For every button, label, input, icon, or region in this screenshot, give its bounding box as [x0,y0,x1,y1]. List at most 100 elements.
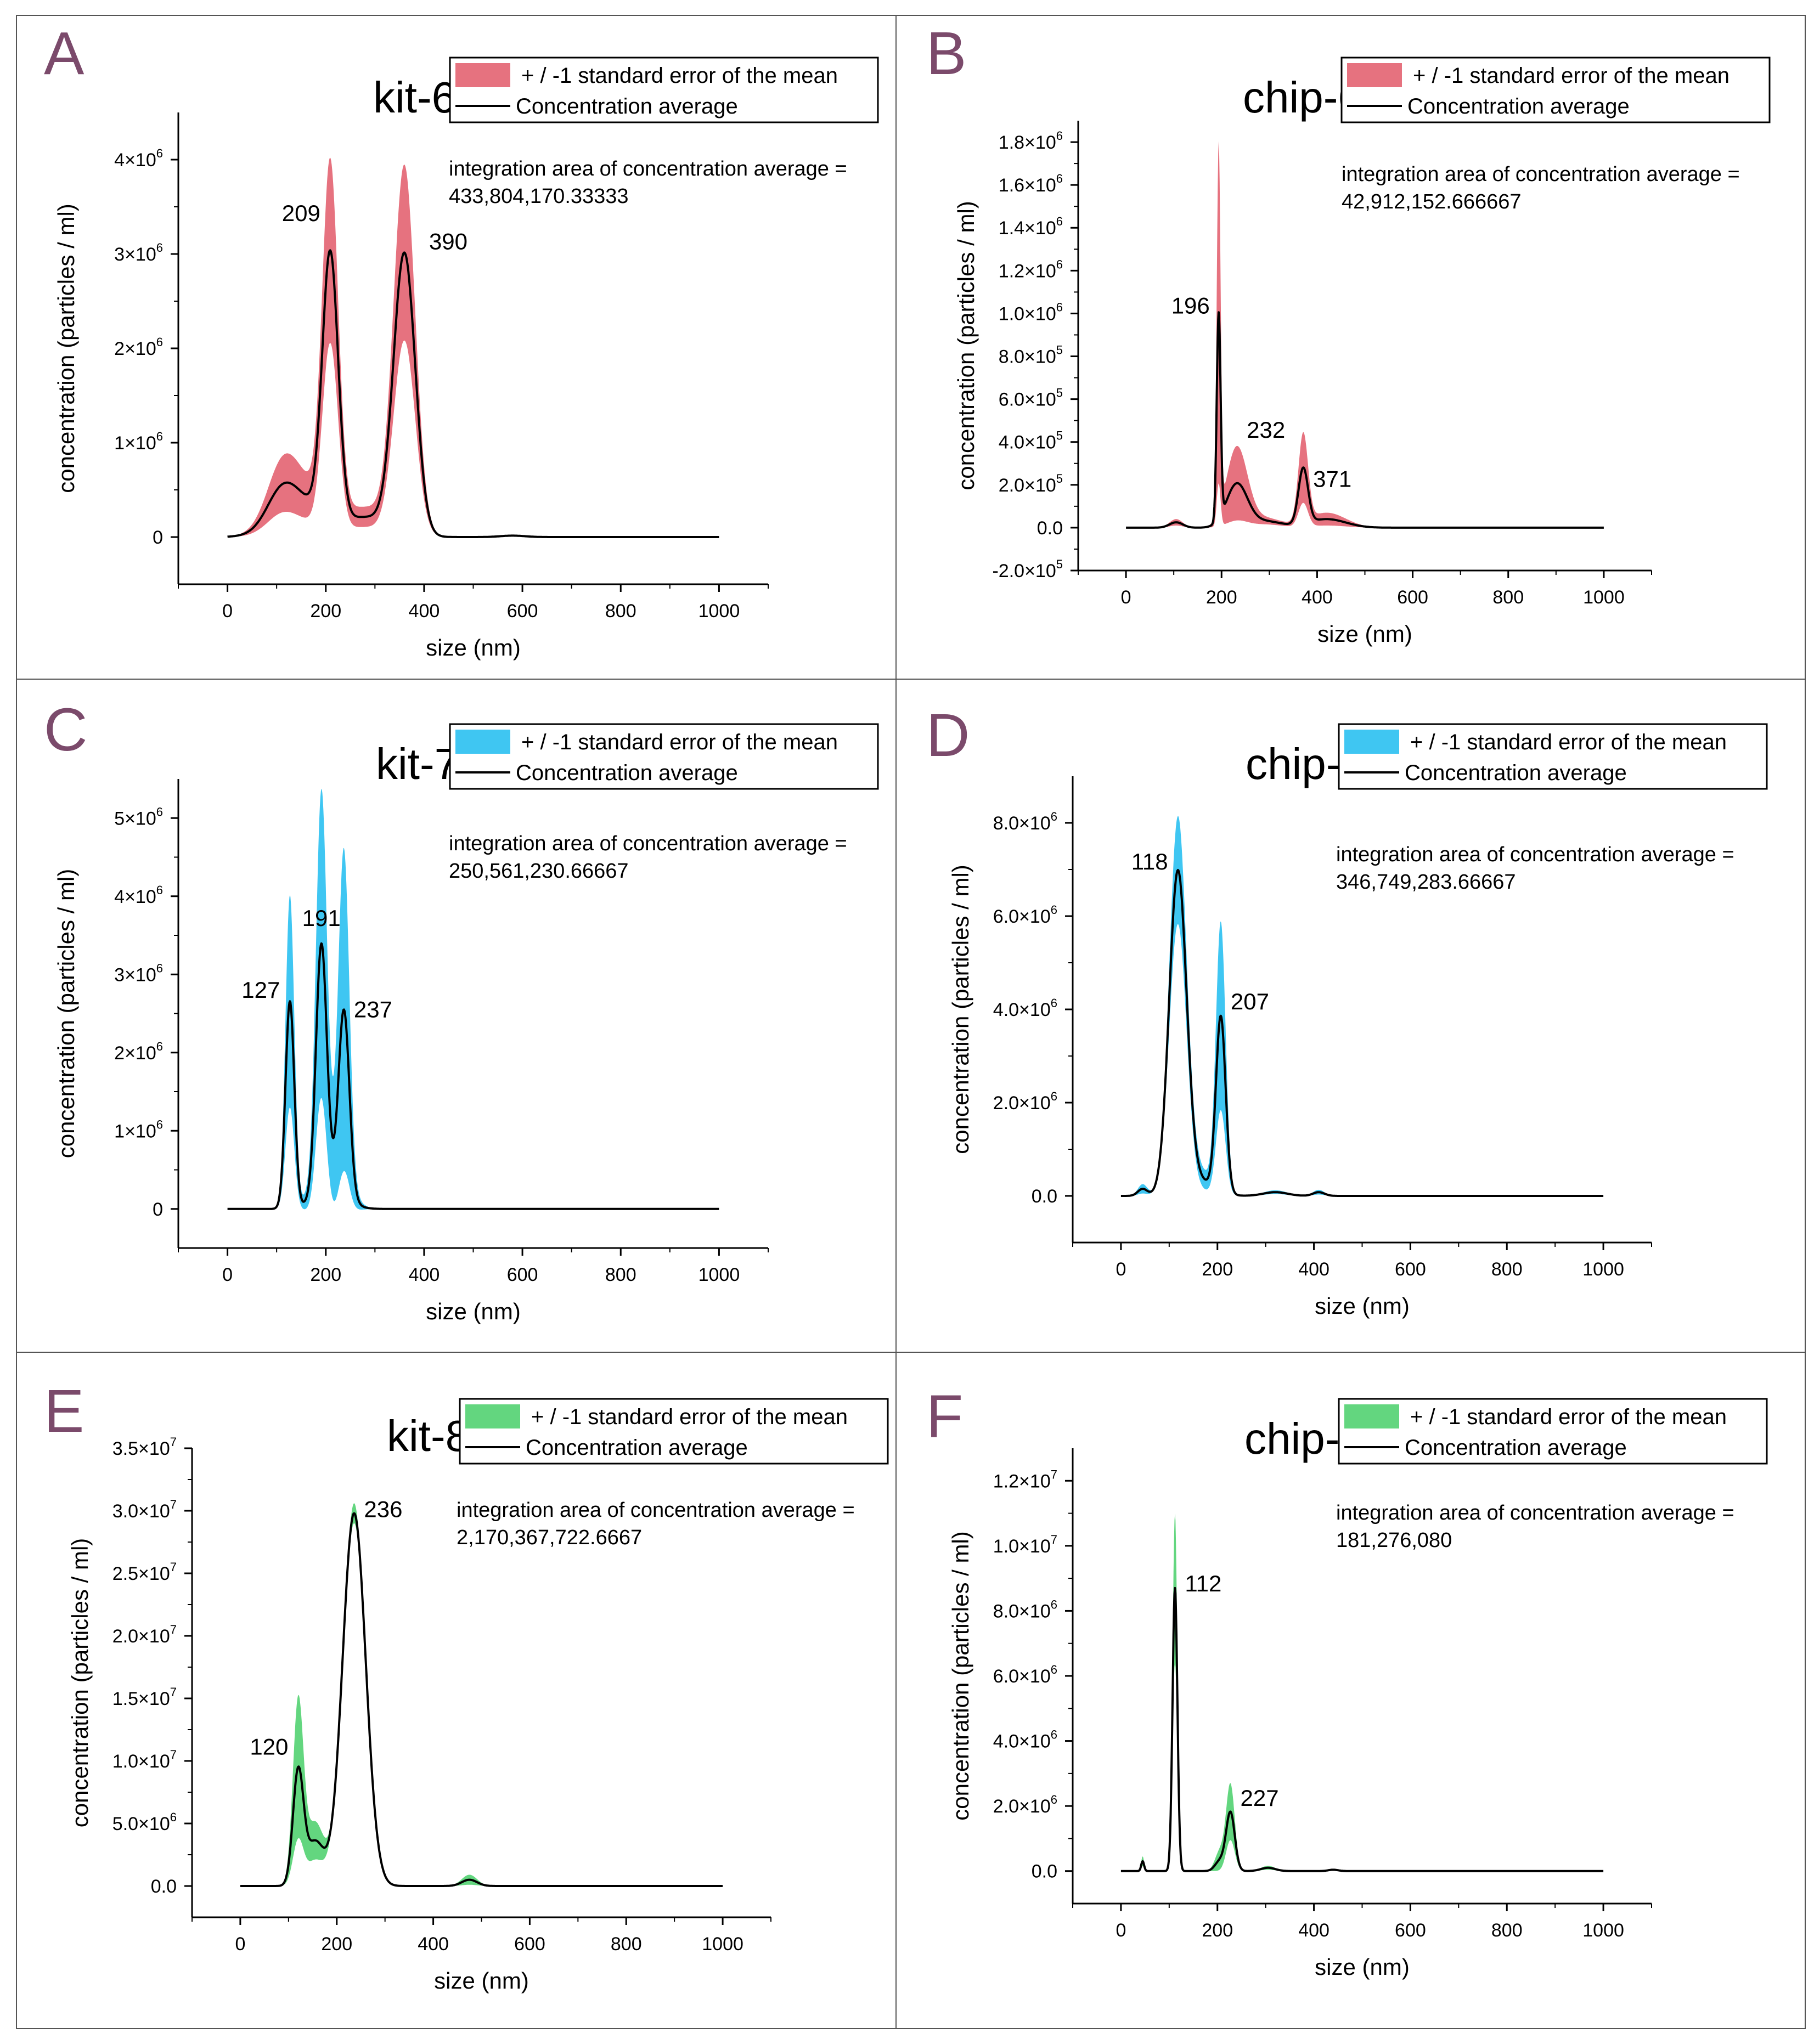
y-tick-label: 3.0×107 [112,1498,177,1522]
y-tick-label: 1.2×106 [999,257,1063,281]
x-tick-label: 200 [310,601,341,622]
legend: + / -1 standard error of the mean Concent… [1338,1398,1768,1465]
x-tick-label: 600 [507,601,538,622]
y-tick-mantissa: 3.0×10 [112,1501,170,1522]
x-tick-label: 600 [1397,587,1428,608]
y-tick-mantissa: 1×10 [114,1121,156,1142]
panel-A: A0 200 400 600 800 100001×1062×1063×1064×106s… [44,20,879,660]
y-axis-label: concentration (particles / ml) [53,204,79,493]
y-tick-exponent: 6 [156,335,163,349]
legend-swatch-band [1347,63,1402,87]
panel-letter: E [44,1377,84,1445]
x-tick-label: 400 [1298,1259,1329,1280]
x-tick-label: 400 [1302,587,1333,608]
panel-letter: F [926,1383,963,1450]
y-tick-mantissa: 2×10 [114,1043,156,1064]
y-tick-label: 1.0×107 [993,1533,1057,1557]
y-tick-mantissa: 2.5×10 [112,1563,170,1584]
chart-title: kit-8 [387,1411,470,1460]
y-tick-mantissa: 4.0×10 [993,1000,1051,1020]
peak-label: 196 [1171,292,1210,318]
y-tick-exponent: 7 [170,1498,177,1511]
concentration-average-line [239,1512,724,1887]
y-tick-label: 6.0×105 [999,386,1063,410]
legend: + / -1 standard error of the mean Concent… [449,57,879,123]
legend-label-band: + / -1 standard error of the mean [521,64,838,88]
concentration-average-line [227,249,720,538]
x-tick-label: 1000 [698,601,740,622]
peak-label: 118 [1131,849,1168,874]
figure-border [16,15,1806,2029]
legend-label-line: Concentration average [526,1436,748,1460]
y-tick-exponent: 7 [170,1560,177,1574]
y-tick-exponent: 6 [1051,903,1057,917]
legend-label-band: + / -1 standard error of the mean [521,730,838,754]
panel-C: C0 200 400 600 800 100001×1062×1063×1064×1065… [44,696,879,1324]
x-tick-label: 0 [1116,1259,1126,1280]
chart-title: kit-7 [376,739,459,788]
y-tick-mantissa: 1.8×10 [999,132,1056,153]
y-tick-exponent: 6 [170,1810,177,1824]
y-tick-label: 3.5×107 [112,1435,177,1459]
panel-grid-borders [16,15,1806,2029]
y-tick-mantissa: 6.0×10 [993,906,1051,927]
panel-letter: C [44,696,87,764]
legend-box [449,723,879,790]
integration-label: integration area of concentration averag… [457,1499,855,1522]
y-tick-exponent: 7 [1051,1467,1057,1481]
peak-label: 207 [1231,989,1269,1014]
legend-label-line: Concentration average [516,761,738,785]
peak-label: 127 [241,977,280,1003]
y-axis-label: concentration (particles / ml) [948,1531,973,1821]
legend-label-line: Concentration average [1405,761,1627,785]
chart-title: kit-6 [373,73,456,122]
y-tick-mantissa: 0.0 [1037,518,1063,539]
panel-B: B0 200 400 600 800 1000-2.0×1050.02.0×1054.0×… [926,20,1771,647]
peak-label: 209 [282,200,320,226]
panel-letter: B [926,20,966,87]
legend-label-line: Concentration average [516,94,738,118]
y-tick-exponent: 7 [170,1623,177,1636]
y-tick-label: 6.0×106 [993,903,1057,927]
y-tick-mantissa: 3.5×10 [112,1438,170,1459]
y-tick-label: 1.5×107 [112,1685,177,1709]
y-tick-mantissa: 1.2×10 [993,1471,1051,1492]
x-tick-label: 1000 [698,1264,740,1285]
y-tick-label: 5×106 [114,805,163,829]
y-tick-mantissa: 2.0×10 [993,1093,1051,1114]
x-tick-label: 0 [222,601,233,622]
y-tick-mantissa: 4.0×10 [993,1731,1051,1752]
y-tick-exponent: 6 [1051,996,1057,1010]
legend-label-line: Concentration average [1405,1436,1627,1460]
x-tick-label: 600 [514,1934,545,1955]
y-tick-label: 4.0×106 [993,1728,1057,1752]
x-axis-label: size (nm) [426,635,521,660]
y-tick-exponent: 5 [1056,429,1063,443]
concentration-average-line [1120,869,1604,1197]
y-tick-label: 2.0×107 [112,1623,177,1647]
legend-box [459,1398,889,1465]
y-tick-label: 1×106 [114,430,163,454]
y-tick-mantissa: 2.0×10 [993,1796,1051,1817]
peak-label: 371 [1313,466,1351,492]
y-tick-mantissa: 2.0×10 [999,475,1056,496]
y-tick-mantissa: 2×10 [114,338,156,359]
integration-label: integration area of concentration averag… [1342,163,1740,186]
y-tick-label: 2×106 [114,335,163,359]
legend-swatch-band [1344,1404,1399,1428]
x-tick-label: 800 [605,1264,636,1285]
y-tick-mantissa: 1×10 [114,433,156,454]
x-tick-label: 800 [1491,1920,1523,1941]
y-tick-label: 4×106 [114,146,163,171]
y-tick-label: 0.0 [1037,518,1063,539]
y-tick-mantissa: 1.6×10 [999,175,1056,196]
y-tick-mantissa: 3×10 [114,964,156,985]
y-tick-label: 3×106 [114,241,163,265]
y-tick-exponent: 6 [1051,1597,1057,1611]
legend-box [1338,1398,1768,1465]
y-tick-label: 8.0×105 [999,343,1063,368]
error-band-area [1120,816,1604,1196]
concentration-average-line [1125,311,1604,529]
y-tick-label: 6.0×106 [993,1663,1057,1687]
integration-value: 2,170,367,722.6667 [457,1526,642,1549]
